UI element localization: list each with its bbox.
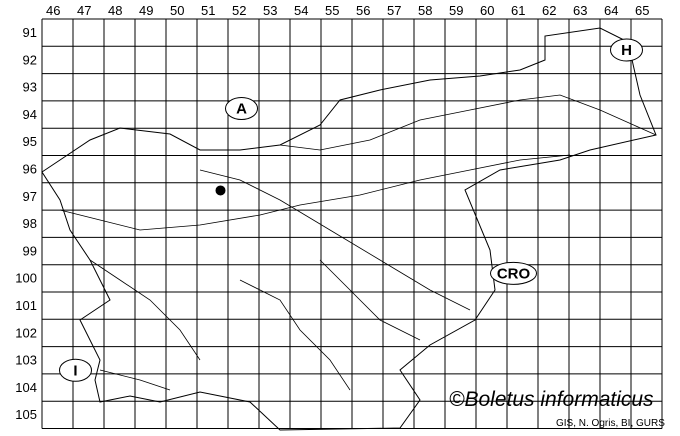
country-label-h: H bbox=[610, 38, 643, 62]
row-label: 96 bbox=[23, 162, 37, 177]
row-label: 99 bbox=[23, 243, 37, 258]
row-label: 97 bbox=[23, 189, 37, 204]
country-label-i: I bbox=[59, 358, 92, 382]
column-label: 53 bbox=[263, 3, 277, 18]
label-oval bbox=[225, 97, 258, 121]
rivers bbox=[59, 94, 657, 391]
country-label-cro: CRO bbox=[490, 261, 537, 285]
grid-axis-labels: 46 47 48 49 50 51 52 53 54 55 56 57 58 59 60 61 62 63 64 65… bbox=[15, 3, 649, 422]
column-label: 62 bbox=[542, 3, 556, 18]
column-label: 52 bbox=[232, 3, 246, 18]
country-label-text: A bbox=[236, 101, 247, 118]
row-label: 93 bbox=[23, 80, 37, 95]
column-label: 65 bbox=[635, 3, 649, 18]
column-label: 55 bbox=[325, 3, 339, 18]
column-label: 56 bbox=[356, 3, 370, 18]
row-label: 101 bbox=[15, 298, 37, 313]
country-label-text: CRO bbox=[497, 265, 531, 282]
row-label: 91 bbox=[23, 25, 37, 40]
column-label: 47 bbox=[77, 3, 91, 18]
column-label: 57 bbox=[387, 3, 401, 18]
column-label: 63 bbox=[573, 3, 587, 18]
column-label: 46 bbox=[46, 3, 60, 18]
row-label: 104 bbox=[15, 380, 37, 395]
column-label: 59 bbox=[449, 3, 463, 18]
country-label-text: I bbox=[73, 362, 77, 379]
country-label-a: A bbox=[225, 97, 258, 121]
column-label: 48 bbox=[108, 3, 122, 18]
column-label: 61 bbox=[511, 3, 525, 18]
row-label: 94 bbox=[23, 107, 37, 122]
copyright-credit: ©Boletus informaticus bbox=[449, 388, 654, 411]
column-label: 58 bbox=[418, 3, 432, 18]
column-label: 51 bbox=[201, 3, 215, 18]
column-label: 60 bbox=[480, 3, 494, 18]
row-label: 95 bbox=[23, 134, 37, 149]
occurrence-dot bbox=[215, 185, 226, 196]
row-label: 102 bbox=[15, 325, 37, 340]
column-label: 50 bbox=[170, 3, 184, 18]
row-label: 103 bbox=[15, 353, 37, 368]
row-label: 105 bbox=[15, 407, 37, 422]
label-oval bbox=[59, 358, 92, 382]
grid-lines bbox=[41, 18, 663, 429]
row-label: 98 bbox=[23, 216, 37, 231]
row-label: 92 bbox=[23, 52, 37, 67]
country-label-text: H bbox=[621, 42, 632, 59]
row-label: 100 bbox=[15, 271, 37, 286]
label-oval bbox=[490, 261, 537, 285]
column-label: 54 bbox=[294, 3, 308, 18]
column-label: 64 bbox=[604, 3, 618, 18]
data-source: GIS, N. Ogris, BI, GURS bbox=[556, 418, 665, 429]
country-border bbox=[41, 27, 657, 431]
column-label: 49 bbox=[139, 3, 153, 18]
label-oval bbox=[610, 38, 643, 62]
